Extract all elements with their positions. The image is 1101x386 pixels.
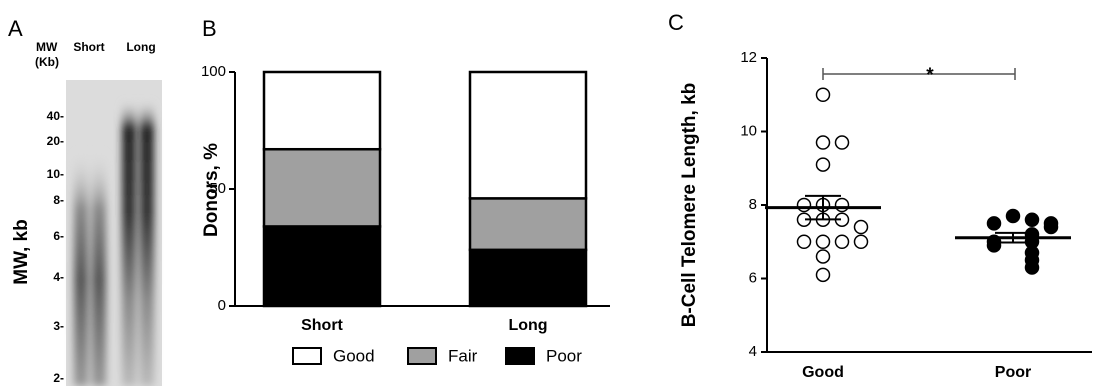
legend-swatch — [506, 348, 534, 364]
data-point — [817, 88, 830, 101]
y-tick-label: 8 — [749, 196, 757, 213]
y-tick-label: 50 — [209, 180, 226, 197]
y-tick-label: 0 — [218, 297, 226, 314]
data-point — [855, 221, 868, 234]
bar-segment — [470, 250, 586, 306]
panel-letter: B — [202, 16, 217, 41]
y-tick-label: 12 — [740, 49, 757, 66]
ladder-label: 20- — [47, 134, 64, 148]
significance-label: * — [926, 65, 934, 86]
y-axis-label: MW, kb — [11, 219, 32, 284]
data-point — [817, 250, 830, 263]
ladder-label: 10- — [47, 167, 64, 181]
panel-letter: A — [8, 16, 23, 41]
data-point — [798, 199, 811, 212]
data-point — [817, 268, 830, 281]
data-point — [836, 136, 849, 149]
data-point — [1007, 210, 1020, 223]
legend-label: Poor — [546, 346, 582, 365]
gel-image — [66, 80, 162, 386]
data-point — [988, 239, 1001, 252]
bar-segment — [470, 72, 586, 198]
bar-segment — [264, 149, 380, 226]
ladder-label: 8- — [53, 193, 64, 207]
data-point — [817, 158, 830, 171]
panel-letter: C — [668, 10, 684, 35]
bar-segment — [264, 72, 380, 149]
figure: A MW(Kb) Short Long 40- 20- 10- 8- 6- 4- 3- 2- MW, k… — [0, 0, 1101, 386]
data-point — [817, 235, 830, 248]
data-point — [836, 235, 849, 248]
y-tick-label: 10 — [740, 122, 757, 139]
data-point — [855, 235, 868, 248]
y-tick-label: 100 — [201, 63, 226, 80]
y-axis-label: B-Cell Telomere Length, kb — [679, 83, 700, 328]
mw-header: MW — [36, 40, 58, 54]
x-tick-label: Poor — [995, 364, 1031, 381]
ladder-label: 4- — [53, 270, 64, 284]
x-tick-label: Short — [301, 317, 343, 334]
ladder-label: 6- — [53, 229, 64, 243]
data-point — [988, 217, 1001, 230]
legend-label: Good — [333, 346, 375, 365]
mw-header: (Kb) — [35, 55, 59, 69]
ladder-label: 40- — [47, 109, 64, 123]
data-point — [817, 136, 830, 149]
legend-swatch — [293, 348, 321, 364]
lane-label: Long — [126, 40, 155, 54]
x-tick-label: Good — [802, 364, 844, 381]
ladder-label: 2- — [53, 371, 64, 385]
legend-label: Fair — [448, 346, 478, 365]
data-point — [798, 235, 811, 248]
ladder-label: 3- — [53, 319, 64, 333]
data-point — [1026, 213, 1039, 226]
lane-label: Short — [73, 40, 104, 54]
data-point — [1045, 221, 1058, 234]
y-tick-label: 6 — [749, 269, 757, 286]
significance-bracket — [823, 68, 1015, 80]
data-point — [1026, 261, 1039, 274]
x-tick-label: Long — [508, 317, 547, 334]
bar-segment — [470, 198, 586, 249]
y-tick-label: 4 — [749, 343, 757, 360]
legend-swatch — [408, 348, 436, 364]
data-point — [836, 199, 849, 212]
bar-segment — [264, 226, 380, 306]
